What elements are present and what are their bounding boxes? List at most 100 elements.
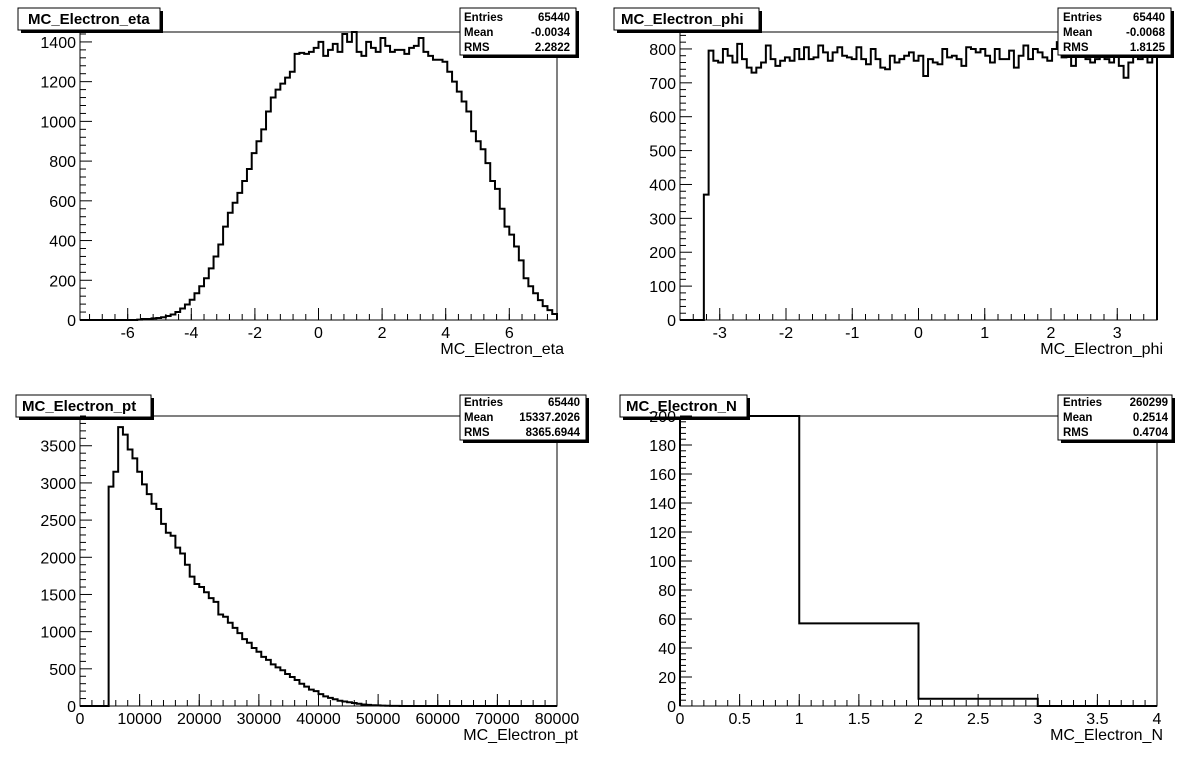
- pt-stat-rms-value: 8365.6944: [526, 427, 581, 439]
- pt-plot-frame: [79, 415, 558, 707]
- phi-xtick-label: -1: [845, 325, 859, 342]
- n-ytick-label: 40: [658, 641, 676, 658]
- n-ytick-label: 120: [649, 525, 676, 542]
- eta-stat-rms-value: 2.2822: [535, 42, 570, 54]
- n-stat-mean-value: 0.2514: [1133, 412, 1169, 424]
- phi-ytick-label: 800: [649, 42, 676, 59]
- n-title-box: [619, 394, 748, 418]
- n-ytick-label: 180: [649, 438, 676, 455]
- n-ytick-label: 0: [667, 699, 676, 716]
- pt-xtick-label: 60000: [416, 711, 461, 728]
- eta-histogram-panel: MC_Electron_eta MC_Electron_eta Entries …: [17, 7, 579, 358]
- phi-xtick-label: 0: [914, 325, 923, 342]
- eta-xtick-label: -6: [121, 325, 135, 342]
- pt-xtick-label: 10000: [117, 711, 162, 728]
- phi-stat-rms-value: 1.8125: [1130, 42, 1166, 54]
- n-stat-rms-value: 0.4704: [1133, 427, 1169, 439]
- n-stat-rms-label: RMS: [1063, 427, 1089, 439]
- phi-xlabel: MC_Electron_phi: [1040, 341, 1163, 358]
- phi-histogram-line: [680, 41, 1158, 321]
- n-ytick-label: 160: [649, 467, 676, 484]
- pt-title-box: [15, 394, 152, 418]
- eta-ytick-label: 1400: [40, 35, 76, 52]
- phi-stat-mean-label: Mean: [1063, 27, 1092, 39]
- eta-stats-box: [459, 7, 577, 56]
- pt-ytick-label: 1500: [40, 587, 76, 604]
- n-xtick-label: 0: [676, 711, 685, 728]
- phi-stat-entries-label: Entries: [1063, 12, 1102, 24]
- phi-histogram-panel: MC_Electron_phi MC_Electron_phi Entries …: [613, 7, 1174, 358]
- n-ytick-label: 60: [658, 612, 676, 629]
- eta-ytick-label: 600: [49, 194, 76, 211]
- pt-xlabel: MC_Electron_pt: [463, 727, 578, 744]
- phi-plot-frame: [679, 31, 1158, 321]
- eta-xtick-label: 6: [505, 325, 514, 342]
- pt-ytick-label: 3500: [40, 439, 76, 456]
- pt-ytick-label: 0: [67, 699, 76, 716]
- n-ytick-label: 80: [658, 583, 676, 600]
- n-stat-mean-label: Mean: [1063, 412, 1092, 424]
- eta-stat-entries-label: Entries: [464, 12, 503, 24]
- eta-plot-frame: [79, 31, 558, 321]
- n-histogram-panel: MC_Electron_N MC_Electron_N Entries 2602…: [619, 394, 1175, 744]
- phi-title: MC_Electron_phi: [621, 11, 744, 28]
- n-ytick-label: 200: [649, 409, 676, 426]
- n-xtick-label: 3: [1033, 711, 1042, 728]
- phi-ytick-label: 100: [649, 279, 676, 296]
- n-xtick-label: 1.5: [848, 711, 870, 728]
- eta-xtick-label: 4: [441, 325, 450, 342]
- pt-stat-mean-value: 15337.2026: [519, 412, 580, 424]
- eta-ytick-label: 200: [49, 273, 76, 290]
- phi-stat-entries-value: 65440: [1133, 12, 1165, 24]
- eta-xtick-label: 2: [378, 325, 387, 342]
- pt-histogram-panel: MC_Electron_pt MC_Electron_pt Entries 65…: [15, 394, 589, 744]
- phi-ytick-label: 500: [649, 144, 676, 161]
- n-title: MC_Electron_N: [626, 398, 737, 415]
- eta-stat-entries-value: 65440: [538, 12, 570, 24]
- pt-stat-rms-label: RMS: [464, 427, 490, 439]
- phi-xtick-label: -2: [779, 325, 793, 342]
- n-xtick-label: 0.5: [729, 711, 751, 728]
- n-xtick-label: 4: [1153, 711, 1162, 728]
- eta-ytick-label: 400: [49, 234, 76, 251]
- phi-xtick-label: 3: [1113, 325, 1122, 342]
- pt-xtick-label: 40000: [296, 711, 341, 728]
- phi-stat-rms-label: RMS: [1063, 42, 1089, 54]
- n-stats-box: [1057, 394, 1173, 441]
- eta-ytick-label: 1200: [40, 75, 76, 92]
- n-stat-entries-value: 260299: [1130, 397, 1168, 409]
- eta-title: MC_Electron_eta: [28, 11, 150, 28]
- n-ytick-label: 20: [658, 670, 676, 687]
- pt-xtick-label: 70000: [475, 711, 520, 728]
- phi-stat-mean-value: -0.0068: [1126, 27, 1166, 39]
- eta-stat-mean-label: Mean: [464, 27, 493, 39]
- pt-ytick-label: 3000: [40, 476, 76, 493]
- eta-histogram-line: [80, 31, 558, 321]
- n-ytick-label: 140: [649, 496, 676, 513]
- n-xtick-label: 1: [795, 711, 804, 728]
- n-xlabel: MC_Electron_N: [1050, 727, 1163, 744]
- phi-title-box: [613, 7, 760, 31]
- eta-xtick-label: 0: [314, 325, 323, 342]
- phi-ytick-label: 300: [649, 211, 676, 228]
- eta-ytick-label: 1000: [40, 114, 76, 131]
- eta-ytick-label: 800: [49, 154, 76, 171]
- pt-ytick-label: 500: [49, 662, 76, 679]
- phi-ytick-label: 600: [649, 110, 676, 127]
- eta-stat-mean-value: -0.0034: [531, 27, 571, 39]
- eta-title-box: [17, 7, 161, 31]
- phi-xtick-label: 2: [1047, 325, 1056, 342]
- phi-ytick-label: 0: [667, 313, 676, 330]
- pt-ytick-label: 2000: [40, 550, 76, 567]
- eta-xlabel: MC_Electron_eta: [440, 341, 564, 358]
- eta-ytick-label: 0: [67, 313, 76, 330]
- pt-xtick-label: 80000: [535, 711, 580, 728]
- pt-ytick-label: 2500: [40, 513, 76, 530]
- eta-stat-rms-label: RMS: [464, 42, 490, 54]
- pt-xtick-label: 0: [76, 711, 85, 728]
- n-ytick-label: 100: [649, 554, 676, 571]
- phi-xtick-label: -3: [713, 325, 727, 342]
- pt-ytick-label: 1000: [40, 625, 76, 642]
- pt-xtick-label: 20000: [177, 711, 222, 728]
